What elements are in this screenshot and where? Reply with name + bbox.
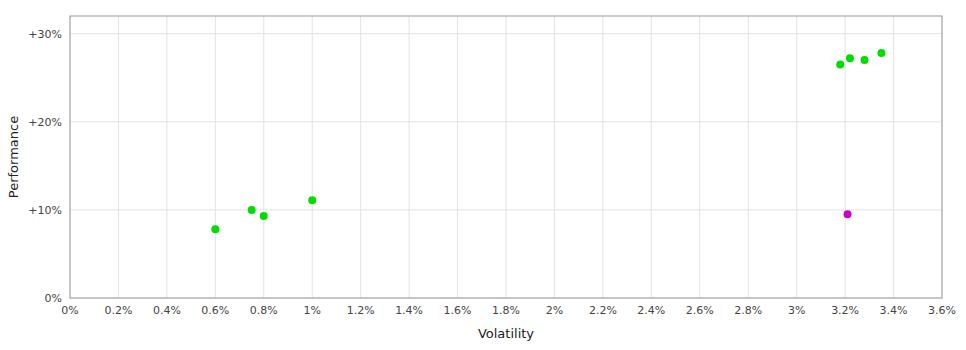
plot-frame xyxy=(70,16,942,298)
grid-line-x xyxy=(166,16,167,298)
x-tick-label: 0.8% xyxy=(250,304,278,317)
grid-line-y xyxy=(70,121,942,122)
x-tick-label: 0.2% xyxy=(104,304,132,317)
y-tick-label: +10% xyxy=(28,204,62,217)
grid-line-x xyxy=(457,16,458,298)
x-tick-label: 2.6% xyxy=(686,304,714,317)
grid-line-x xyxy=(554,16,555,298)
grid-line-y xyxy=(70,209,942,210)
series xyxy=(211,49,885,233)
grid-line-x xyxy=(893,16,894,298)
x-tick-label: 3.4% xyxy=(880,304,908,317)
point xyxy=(308,196,316,204)
y-tick-label: 0% xyxy=(45,292,62,305)
plot-area xyxy=(70,16,942,298)
y-tick-label: +30% xyxy=(28,28,62,41)
grid-line-x xyxy=(748,16,749,298)
series xyxy=(844,210,852,218)
x-tick-label: 2.2% xyxy=(589,304,617,317)
grid-line-x xyxy=(215,16,216,298)
grid-line-x xyxy=(263,16,264,298)
chart: 0% 0.2% 0.4% 0.6% 0.8% 1% 1.2% 1.4% 1.6% 1.8% 2% 2.… xyxy=(0,0,966,350)
x-tick-label: 3.2% xyxy=(831,304,859,317)
point xyxy=(211,225,219,233)
grid-line-x xyxy=(845,16,846,298)
point xyxy=(877,49,885,57)
x-tick-label: 0.6% xyxy=(201,304,229,317)
x-tick-label: 1.4% xyxy=(395,304,423,317)
x-tick-label: 1.2% xyxy=(347,304,375,317)
point xyxy=(846,54,854,62)
x-tick-label: 3% xyxy=(788,304,805,317)
grid-line-x xyxy=(651,16,652,298)
points xyxy=(211,49,885,233)
x-tick-label: 2% xyxy=(546,304,563,317)
y-tick-label: +20% xyxy=(28,116,62,129)
grid-line-y xyxy=(70,33,942,34)
grid-line-x xyxy=(118,16,119,298)
grid-line-x xyxy=(360,16,361,298)
grid-line-x xyxy=(506,16,507,298)
x-tick-label: 2.4% xyxy=(637,304,665,317)
x-tick-label: 3.6% xyxy=(928,304,956,317)
point xyxy=(844,210,852,218)
grid-line-x xyxy=(602,16,603,298)
x-tick-label: 1.8% xyxy=(492,304,520,317)
grid xyxy=(70,16,942,298)
grid-line-x xyxy=(796,16,797,298)
x-tick-label: 1.6% xyxy=(444,304,472,317)
point xyxy=(860,56,868,64)
x-tick-label: 0.4% xyxy=(153,304,181,317)
x-tick-label: 1% xyxy=(303,304,320,317)
grid-line-x xyxy=(409,16,410,298)
point xyxy=(260,212,268,220)
axes: 0% 0.2% 0.4% 0.6% 0.8% 1% 1.2% 1.4% 1.6% 1.8% 2% 2.… xyxy=(28,16,956,317)
grid-line-x xyxy=(699,16,700,298)
point xyxy=(248,206,256,214)
point xyxy=(836,60,844,68)
x-axis-label: Volatility xyxy=(478,326,534,341)
y-axis-label: Performance xyxy=(6,116,21,198)
x-tick-label: 2.8% xyxy=(734,304,762,317)
grid-line-x xyxy=(312,16,313,298)
x-tick-label: 0% xyxy=(61,304,78,317)
